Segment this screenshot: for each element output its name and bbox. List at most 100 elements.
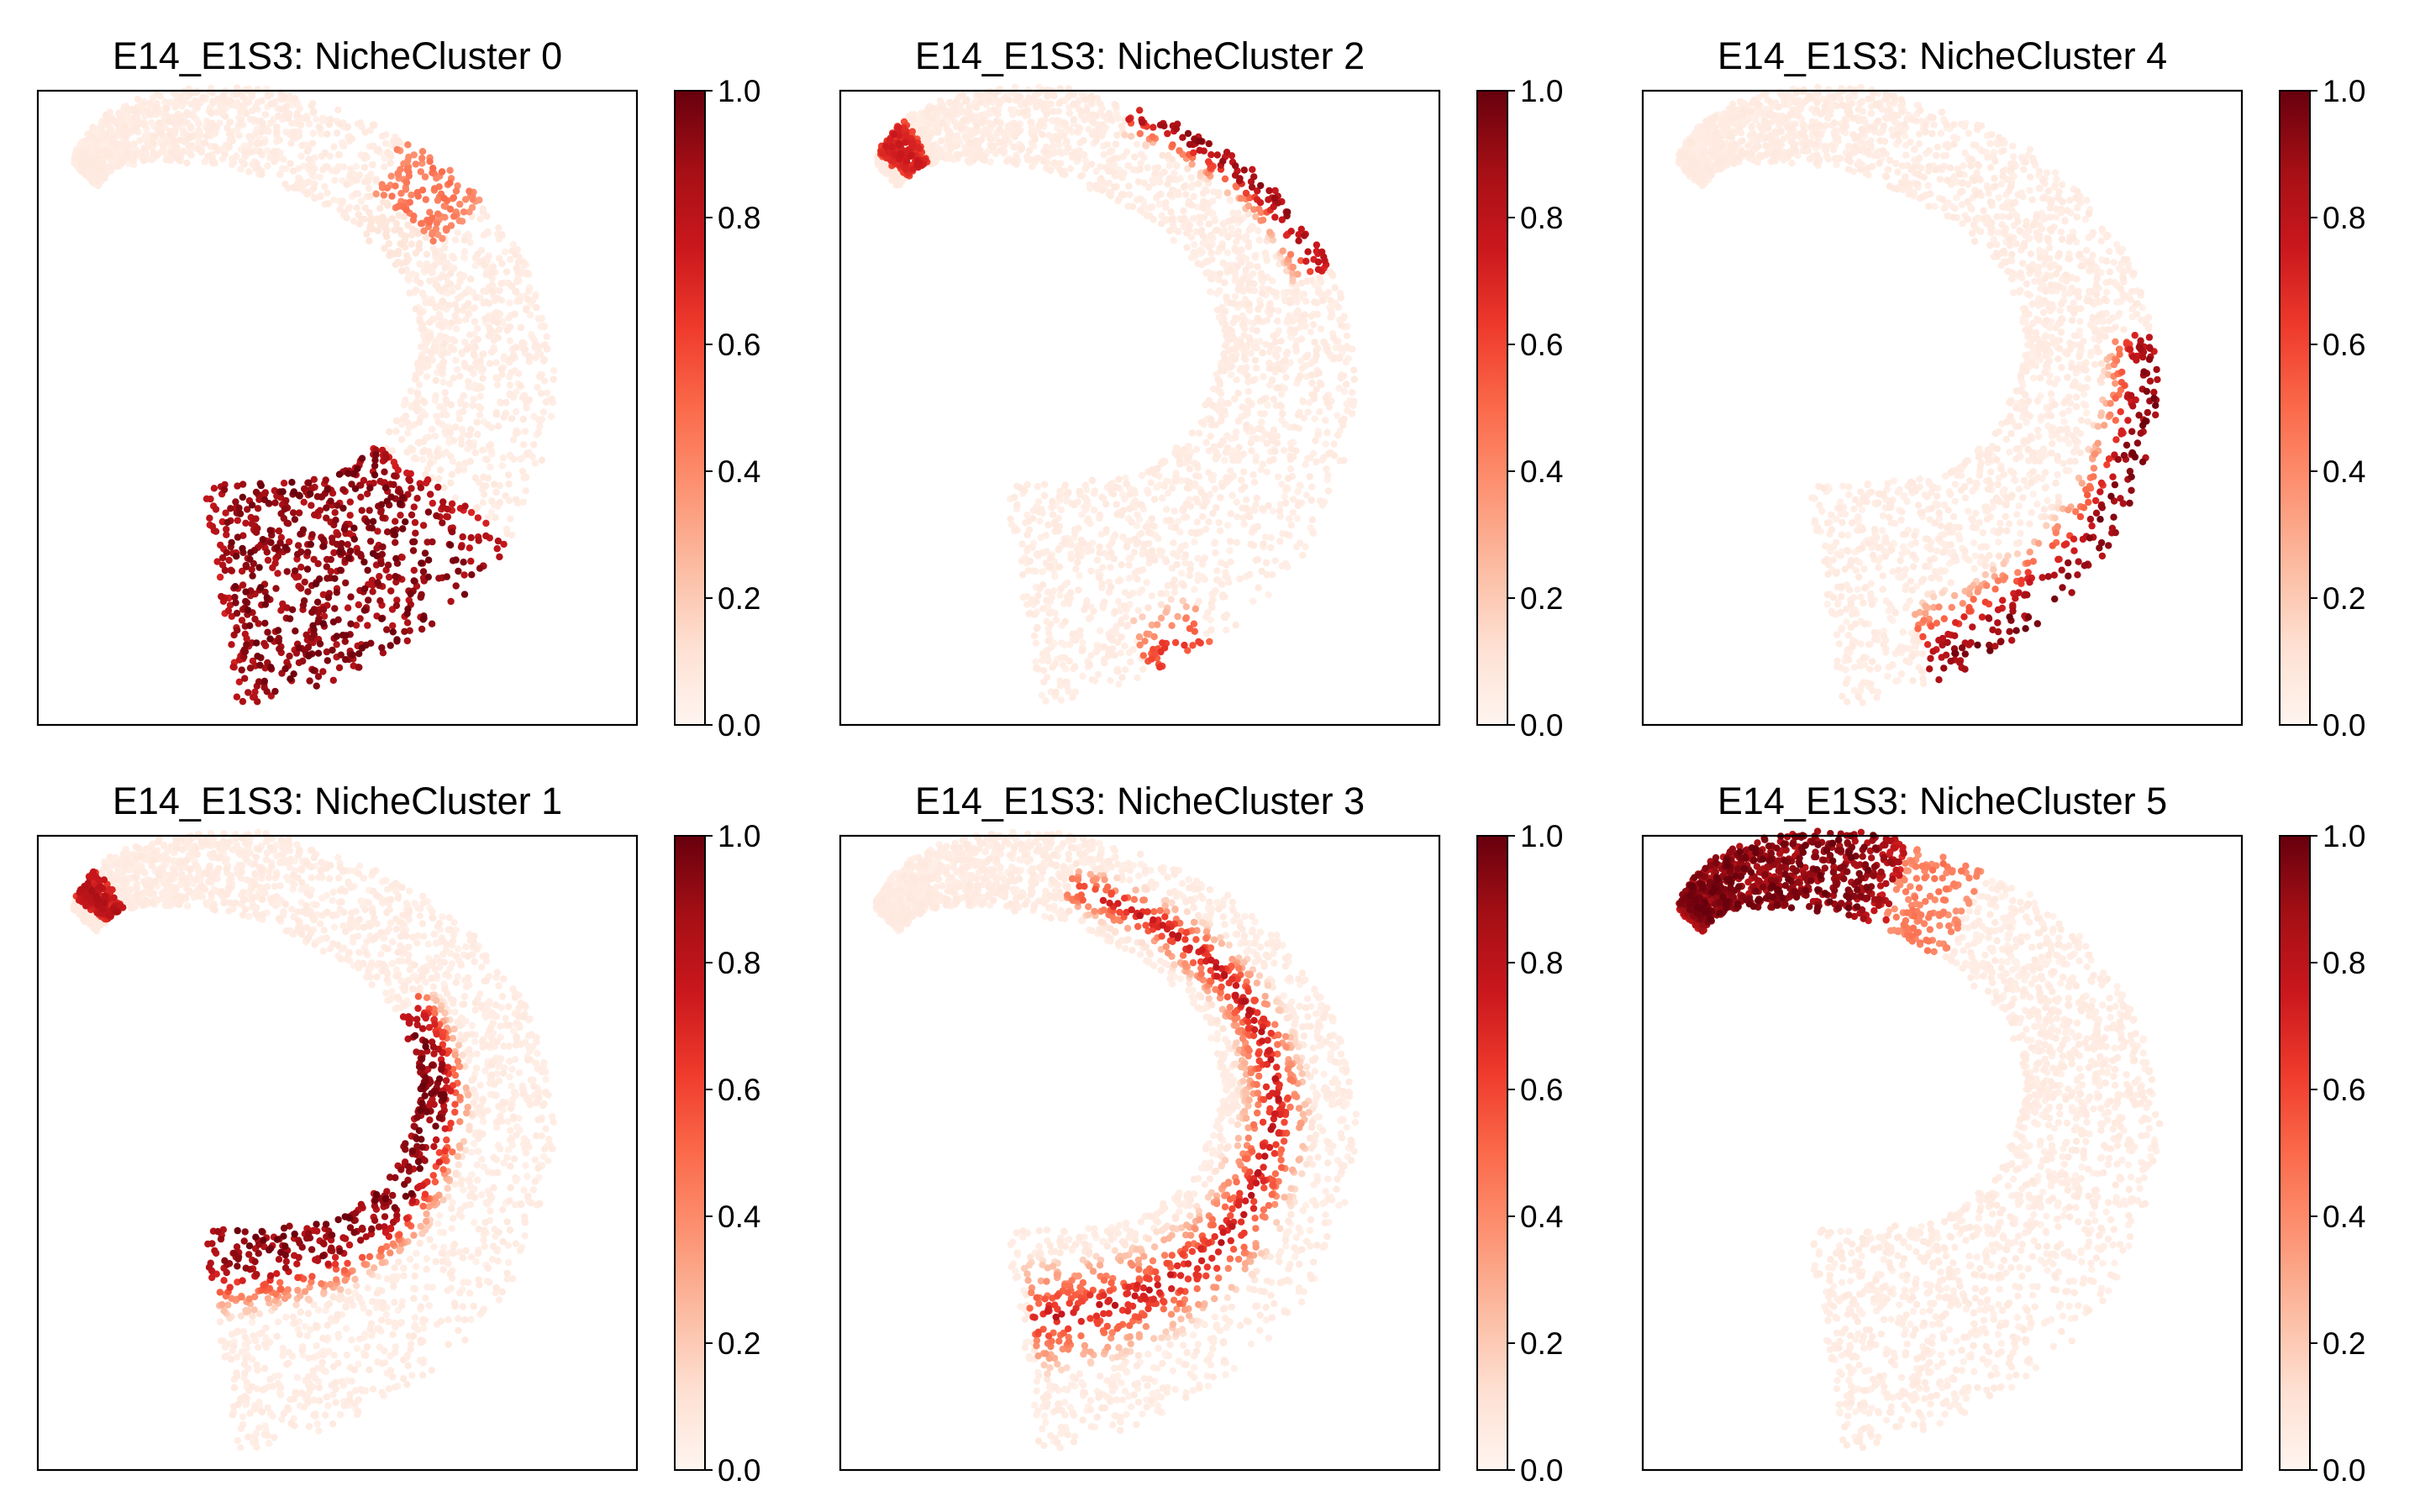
cell-point (1234, 513, 1241, 521)
cell-point (402, 206, 410, 214)
cell-point (539, 408, 547, 416)
cell-point (264, 556, 272, 564)
cell-point (964, 110, 972, 118)
cell-point (1286, 455, 1295, 463)
cell-point (1138, 529, 1145, 538)
cell-point (404, 141, 412, 149)
cell-point (1134, 178, 1143, 186)
cell-point (339, 197, 347, 205)
cell-point (1047, 621, 1055, 628)
cell-point (498, 370, 506, 378)
cell-point (1096, 512, 1104, 519)
cell-point (487, 463, 494, 471)
cell-point (1218, 580, 1226, 589)
cell-point (443, 225, 450, 233)
cell-point (167, 148, 176, 156)
cell-point (440, 194, 448, 202)
cell-point (494, 423, 502, 430)
cell-point (1018, 557, 1025, 565)
cell-point (308, 501, 315, 509)
cell-point (381, 244, 388, 252)
cell-point (482, 519, 490, 528)
cell-point (1245, 279, 1253, 287)
cell-point (1125, 554, 1134, 562)
cell-point (489, 263, 497, 270)
cell-point (446, 205, 455, 213)
cell-point (1134, 567, 1141, 575)
cell-point (878, 160, 886, 169)
cell-point (390, 480, 397, 489)
cell-point (211, 143, 219, 150)
cell-point (304, 549, 312, 556)
cell-point (417, 220, 425, 228)
cell-point (361, 178, 369, 186)
cell-point (1089, 118, 1097, 126)
cell-point (1118, 561, 1125, 569)
cell-point (118, 158, 126, 165)
cell-point (986, 134, 994, 143)
cell-point (485, 442, 493, 450)
cell-point (405, 168, 413, 176)
cell-point (297, 152, 305, 160)
cell-point (393, 636, 401, 643)
cell-point (1149, 176, 1156, 184)
cell-point (1018, 540, 1026, 548)
cell-point (540, 356, 548, 364)
cell-point (1126, 491, 1134, 498)
cell-point (1034, 483, 1042, 491)
cell-point (1171, 507, 1178, 515)
cell-point (467, 533, 475, 542)
cell-point (480, 491, 488, 498)
cell-point (1340, 415, 1348, 423)
cell-point (261, 111, 270, 118)
cell-point (1240, 483, 1249, 491)
cell-point (1013, 123, 1021, 130)
cell-point (314, 673, 323, 680)
cell-point (1065, 144, 1072, 152)
cell-point (491, 311, 498, 318)
cell-point (1094, 670, 1102, 679)
cell-point (346, 498, 354, 506)
cell-point (397, 240, 404, 248)
cell-point (460, 571, 468, 579)
cell-point (1088, 476, 1097, 485)
cell-point (1158, 494, 1166, 502)
cell-point (454, 228, 461, 237)
cell-point (514, 370, 523, 377)
cell-point (1193, 528, 1201, 537)
cell-point (1153, 483, 1161, 491)
cell-point (1224, 400, 1233, 407)
cell-point (324, 575, 331, 582)
colorbar-tick-label: 0.2 (718, 581, 760, 616)
cell-point (1252, 457, 1260, 465)
cell-point (451, 494, 460, 501)
cell-point (187, 123, 194, 131)
cell-point (364, 566, 371, 575)
cell-point (253, 639, 260, 647)
cell-point (1242, 266, 1249, 274)
cell-point (450, 255, 458, 262)
cell-point (495, 255, 503, 262)
cell-point (537, 390, 545, 397)
cell-point (1054, 117, 1061, 124)
cell-point (281, 505, 288, 513)
cell-point (1284, 288, 1292, 296)
cell-point (1258, 290, 1266, 297)
cell-point (1264, 402, 1271, 409)
cell-point (1330, 452, 1339, 459)
cell-point (163, 105, 171, 113)
cell-point (1213, 576, 1221, 584)
cell-point (225, 556, 233, 564)
cell-point (424, 573, 432, 581)
cell-point (444, 513, 452, 521)
cell-point (496, 286, 503, 295)
cell-point (1031, 135, 1039, 143)
cell-point (258, 171, 266, 178)
cell-point (495, 326, 503, 333)
cell-point (1218, 244, 1226, 251)
cell-point (281, 665, 289, 673)
cell-point (508, 355, 515, 363)
cell-point (945, 98, 954, 107)
cell-point (529, 333, 536, 341)
cell-point (269, 564, 276, 572)
